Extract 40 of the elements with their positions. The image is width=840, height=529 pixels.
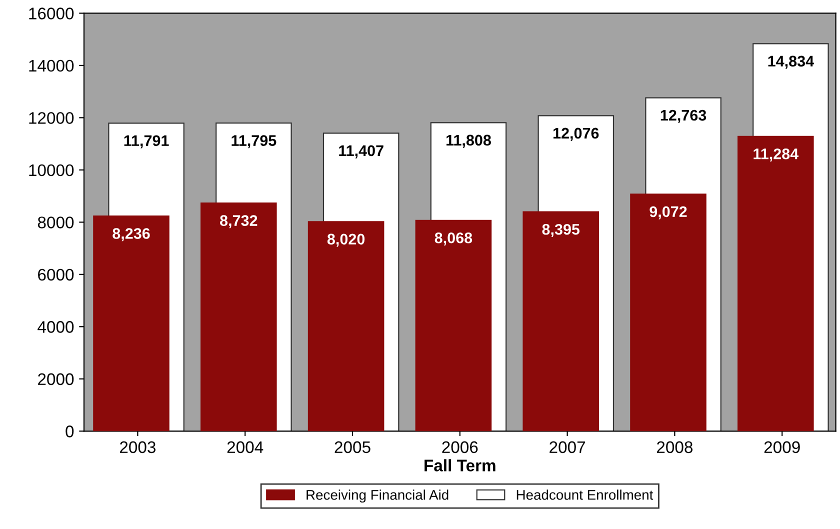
- bar: [630, 194, 706, 432]
- x-tick-label: 2009: [764, 441, 800, 454]
- data-label: 8,395: [542, 224, 580, 237]
- legend-label: Headcount Enrollment: [516, 490, 654, 500]
- x-tick-label: 2006: [442, 441, 478, 454]
- y-tick-label: 16000: [29, 8, 74, 20]
- y-tick-label: 4000: [38, 321, 74, 333]
- y-tick-label: 6000: [38, 268, 74, 281]
- data-label: 8,020: [327, 234, 365, 247]
- bar: [93, 215, 170, 432]
- bar: [415, 220, 492, 432]
- bar: [738, 136, 814, 432]
- y-tick-label: 0: [66, 426, 74, 438]
- y-tick-label: 12000: [29, 112, 74, 124]
- data-label: 11,407: [339, 145, 384, 158]
- data-label: 9,072: [650, 206, 687, 220]
- y-tick-label: 8000: [38, 216, 74, 228]
- x-tick-label: 2007: [550, 441, 586, 454]
- x-tick-label: 2003: [120, 441, 156, 454]
- data-label: 11,284: [754, 148, 799, 162]
- bar: [200, 202, 277, 432]
- y-tick-label: 10000: [29, 164, 74, 176]
- y-tick-label: 2000: [38, 373, 74, 386]
- data-label: 11,808: [446, 134, 491, 148]
- x-tick-label: 2004: [227, 441, 264, 454]
- data-label: 8,068: [434, 232, 472, 246]
- x-tick-label: 2008: [657, 441, 693, 454]
- bar: [308, 221, 384, 432]
- legend-label: Receiving Financial Aid: [306, 490, 448, 503]
- data-label: 11,791: [124, 135, 169, 148]
- y-tick-label: 14000: [29, 60, 74, 72]
- data-label: 14,834: [768, 56, 814, 69]
- data-label: 12,763: [660, 110, 706, 123]
- data-label: 8,236: [112, 228, 150, 242]
- x-tick-label: 2005: [334, 441, 370, 454]
- data-label: 12,076: [553, 128, 599, 141]
- data-label: 11,795: [232, 135, 276, 148]
- x-axis-title: Fall Term: [424, 459, 496, 472]
- bar: [522, 211, 599, 432]
- data-label: 8,732: [220, 215, 258, 228]
